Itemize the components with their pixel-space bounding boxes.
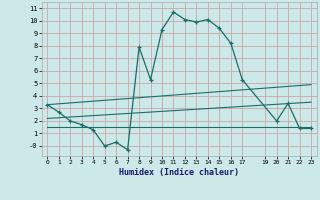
X-axis label: Humidex (Indice chaleur): Humidex (Indice chaleur) bbox=[119, 168, 239, 177]
